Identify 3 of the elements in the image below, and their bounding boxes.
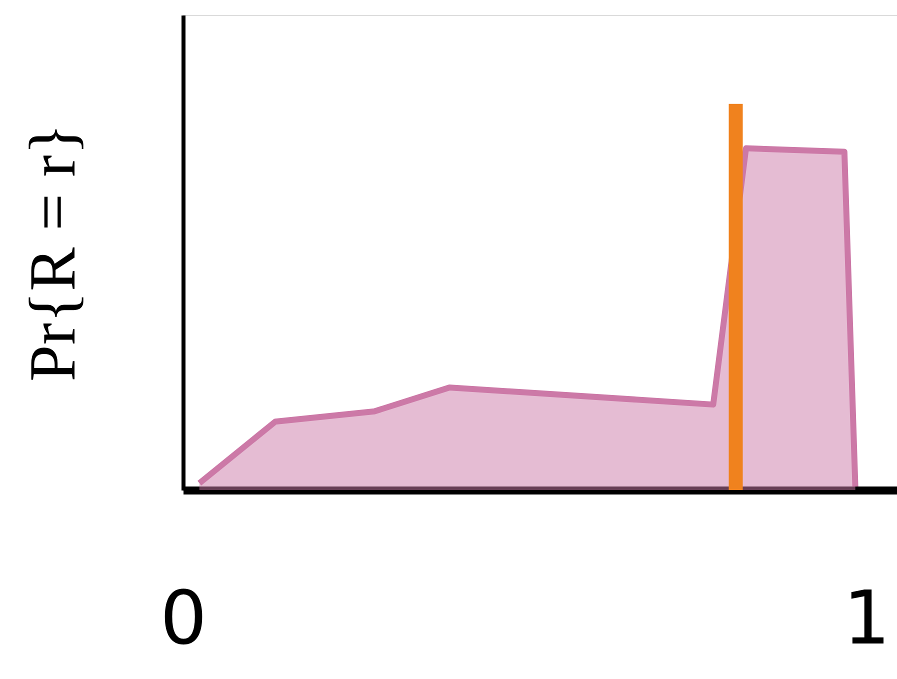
x-tick-label: 1 (843, 576, 890, 662)
y-axis-title: Pr{R = r} (16, 123, 90, 382)
x-tick-label: 0 (160, 576, 208, 662)
